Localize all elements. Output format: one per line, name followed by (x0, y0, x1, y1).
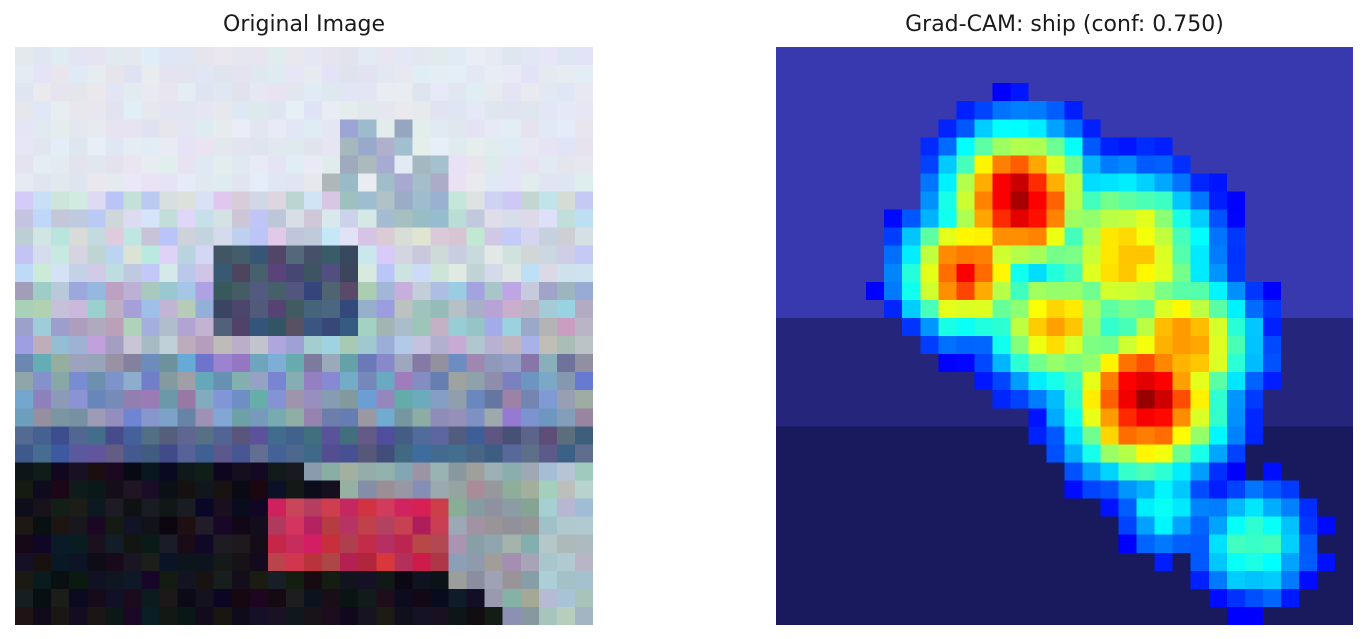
original-image-title: Original Image (223, 12, 385, 37)
original-ship-image (15, 47, 593, 625)
gradcam-heatmap-image (776, 47, 1353, 625)
gradcam-title: Grad-CAM: ship (conf: 0.750) (905, 12, 1224, 37)
